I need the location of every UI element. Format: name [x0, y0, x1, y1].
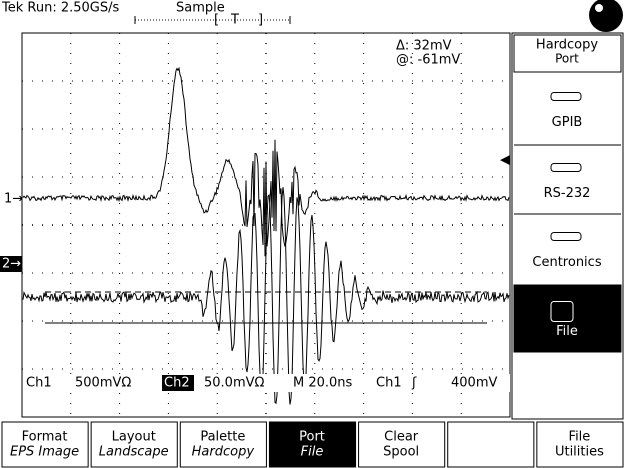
bottom-menu-value: Utilities — [555, 445, 604, 460]
bottom-menu-value: Hardcopy — [192, 445, 255, 460]
ch2-label-bg — [162, 375, 194, 391]
side-menu-title: Hardcopy — [536, 38, 598, 53]
bottom-menu-slot — [179, 421, 267, 468]
ch1-trace — [22, 66, 510, 257]
ch2-trace — [22, 187, 510, 405]
cursor-position: @: -61mV — [396, 53, 460, 68]
port-icon — [550, 301, 574, 322]
ch1-marker: 1→ — [4, 192, 23, 207]
status-bg — [24, 374, 510, 392]
ch2-marker: 2→ — [2, 257, 21, 272]
bottom-menu-label: Clear — [384, 430, 419, 445]
side-menu-items: GPIB RS-232 Centronics File — [513, 74, 622, 353]
ch1-scale: 500mVΩ — [75, 376, 131, 391]
indicator-highlight — [595, 4, 603, 12]
trigger-position: T — [230, 13, 239, 28]
bottom-menu-value: File — [301, 445, 324, 460]
ch2-marker-bg — [0, 256, 22, 272]
port-icon — [550, 163, 582, 172]
trigger-level-marker: ◀ — [500, 153, 510, 168]
ch2-scale: 50.0mVΩ — [204, 376, 265, 391]
side-menu-item[interactable] — [514, 147, 621, 214]
trigger-slope: ʃ — [411, 376, 417, 391]
waveforms — [22, 66, 510, 405]
bottom-menu-slot — [447, 421, 535, 468]
port-icon — [550, 92, 582, 101]
side-menu-label: Centronics — [532, 255, 601, 270]
timebase: M 20.0ns — [293, 376, 353, 391]
bottom-menu-slot — [90, 421, 178, 468]
bottom-menu-value: Spool — [383, 445, 419, 460]
bottom-menu-selected[interactable] — [269, 422, 356, 467]
graticule — [22, 33, 510, 417]
side-menu-label: RS-232 — [544, 186, 591, 201]
trigger-source: Ch1 — [376, 376, 402, 391]
trigger-level: 400mV — [451, 376, 497, 391]
bottom-menu-value: Landscape — [99, 445, 169, 460]
side-menu-label: File — [556, 324, 578, 339]
bottom-menu-label: Layout — [112, 430, 156, 445]
bottom-menu-label: Palette — [200, 430, 245, 445]
port-icon — [550, 232, 582, 241]
bottom-menu-slot — [358, 421, 446, 468]
graticule-frame — [21, 32, 511, 418]
bottom-menu-label: Port — [299, 430, 325, 445]
bottom-menu-slot — [1, 421, 89, 468]
ch2-label: Ch2 — [164, 376, 190, 391]
bottom-menu-label: File — [569, 430, 591, 445]
side-menu-title: Port — [555, 52, 579, 66]
power-indicator — [589, 0, 623, 32]
run-status: Tek Run: 2.50GS/s — [1, 1, 119, 16]
acq-mode: Sample — [176, 1, 225, 16]
bottom-menu-value: EPS Image — [10, 445, 79, 460]
record-bracket: [ — [214, 13, 219, 28]
bottom-menu-label: Format — [22, 430, 68, 445]
bottom-menu-slot — [536, 421, 624, 468]
cursor-delta: Δ: 32mV — [396, 39, 452, 54]
side-menu-label: GPIB — [552, 115, 583, 130]
ch1-label: Ch1 — [26, 376, 52, 391]
side-menu-item[interactable] — [514, 74, 621, 145]
side-menu-title-box — [513, 34, 622, 73]
side-menu-item[interactable] — [514, 216, 621, 283]
record-bracket: ] — [258, 13, 263, 28]
